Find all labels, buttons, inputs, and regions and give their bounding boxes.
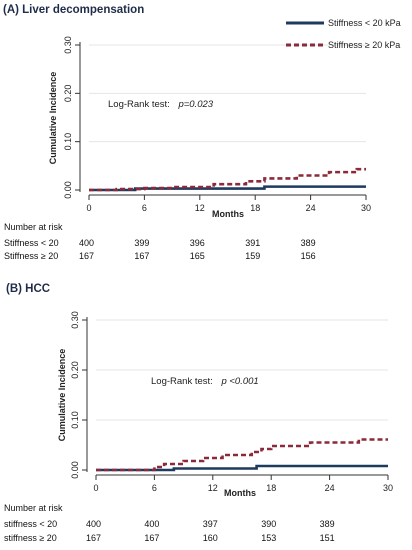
panel-a: (A) Liver decompensation 0.00 0.10 0.20 0.3… (3, 4, 401, 261)
risk-table-title: Number at risk (4, 503, 63, 513)
panel-b-y-axis-label: Cumulative Incidence (57, 349, 67, 442)
risk-value: 389 (301, 238, 316, 248)
risk-table-title: Number at risk (4, 222, 63, 232)
x-tick-label: 12 (208, 483, 218, 493)
panel-b-risk-table: Number at risk stiffness < 20 400 400 397 390… (4, 503, 335, 543)
x-tick-label: 12 (195, 203, 205, 213)
risk-value: 396 (190, 238, 205, 248)
panel-b-x-axis-label: Months (224, 488, 256, 498)
panel-b-logrank-label: Log-Rank test: p <0.001 (151, 376, 259, 387)
x-tick-label: 0 (86, 203, 91, 213)
x-tick-label: 24 (325, 483, 335, 493)
risk-row-label: Stiffness < 20 (4, 238, 59, 248)
panel-a-logrank-value: p=0.023 (177, 99, 213, 110)
risk-value: 390 (261, 519, 276, 529)
y-tick-label: 0.10 (70, 411, 80, 429)
risk-value: 153 (261, 533, 276, 543)
legend-label-low: Stiffness < 20 kPa (328, 18, 401, 28)
panel-a-xticks: 0 6 12 18 24 30 (86, 195, 371, 213)
risk-value: 159 (245, 251, 260, 261)
panel-a-x-axis-label: Months (212, 209, 244, 219)
x-tick-label: 30 (383, 483, 393, 493)
x-tick-label: 0 (93, 483, 98, 493)
panel-b-logrank-prefix: Log-Rank test: (151, 376, 213, 387)
km-curve-high-stiffness (96, 438, 388, 472)
panel-a-axes (79, 42, 366, 196)
panel-a-logrank-label: Log-Rank test: p=0.023 (108, 99, 214, 110)
risk-value: 400 (79, 238, 94, 248)
risk-value: 391 (245, 238, 260, 248)
y-tick-label: 0.20 (70, 361, 80, 379)
panel-b-curves (96, 438, 388, 472)
risk-value: 399 (134, 238, 149, 248)
panel-b-yticks: 0.00 0.10 0.20 0.30 (70, 311, 87, 479)
km-curve-low-stiffness (96, 464, 388, 472)
x-tick-label: 18 (266, 483, 276, 493)
panel-a-legend: Stiffness < 20 kPa Stiffness ≥ 20 kPa (286, 18, 401, 50)
panel-b-logrank-value: p <0.001 (220, 376, 258, 387)
y-tick-label: 0.10 (63, 133, 73, 151)
risk-value: 165 (190, 251, 205, 261)
panel-a-curves (89, 167, 366, 192)
x-tick-label: 24 (306, 203, 316, 213)
risk-value: 151 (320, 533, 335, 543)
x-tick-label: 30 (361, 203, 371, 213)
risk-value: 156 (301, 251, 316, 261)
risk-value: 167 (144, 533, 159, 543)
x-tick-label: 18 (250, 203, 260, 213)
x-tick-label: 6 (142, 203, 147, 213)
risk-value: 400 (144, 519, 159, 529)
risk-value: 167 (134, 251, 149, 261)
panel-a-yticks: 0.00 0.10 0.20 0.30 (63, 36, 80, 199)
y-tick-label: 0.20 (63, 85, 73, 103)
y-tick-label: 0.00 (70, 461, 80, 479)
panel-a-y-axis-label: Cumulative Incidence (48, 72, 58, 165)
panel-a-risk-table: Number at risk Stiffness < 20 400 399 396 391… (4, 222, 316, 261)
panel-b: (B) HCC 0.00 0.10 0.20 0.30 0 6 12 18 24 30 Cumu… (4, 283, 393, 543)
panel-b-title: (B) HCC (6, 283, 50, 295)
panel-b-xticks: 0 6 12 18 24 30 (93, 475, 393, 493)
risk-value: 160 (203, 533, 218, 543)
km-curve-high-stiffness (89, 167, 366, 192)
risk-value: 400 (86, 519, 101, 529)
panel-a-grid (89, 44, 366, 143)
panel-b-axes (86, 317, 388, 476)
x-tick-label: 6 (152, 483, 157, 493)
risk-row-label: stiffness < 20 (4, 519, 57, 529)
risk-value: 397 (203, 519, 218, 529)
risk-value: 167 (86, 533, 101, 543)
risk-row-label: Stiffness ≥ 20 (4, 251, 58, 261)
km-curve-low-stiffness (89, 185, 366, 192)
y-tick-label: 0.30 (63, 36, 73, 54)
panel-b-grid (96, 319, 388, 421)
risk-row-label: stiffness ≥ 20 (4, 533, 57, 543)
risk-value: 167 (79, 251, 94, 261)
panel-a-title: (A) Liver decompensation (3, 4, 144, 16)
y-tick-label: 0.30 (70, 311, 80, 329)
y-tick-label: 0.00 (63, 181, 73, 199)
risk-value: 389 (320, 519, 335, 529)
panel-a-logrank-prefix: Log-Rank test: (108, 99, 170, 110)
legend-label-high: Stiffness ≥ 20 kPa (328, 40, 400, 50)
